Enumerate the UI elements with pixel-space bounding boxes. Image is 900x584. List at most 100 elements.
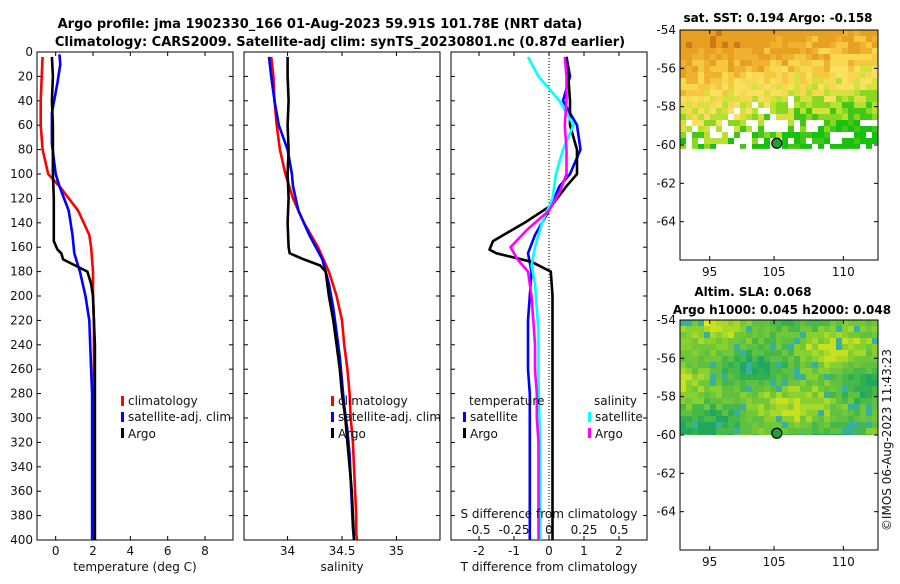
heatmap-cell <box>710 114 716 120</box>
heatmap-cell <box>752 416 758 422</box>
heatmap-cell <box>686 84 692 90</box>
heatmap-cell <box>728 368 734 374</box>
heatmap-cell <box>716 120 722 126</box>
heatmap-cell <box>848 392 854 398</box>
heatmap-cell <box>794 374 800 380</box>
heatmap-cell <box>698 404 704 410</box>
heatmap-cell <box>770 108 776 114</box>
heatmap-cell <box>752 356 758 362</box>
heatmap-cell <box>824 78 830 84</box>
heatmap-cell <box>794 108 800 114</box>
heatmap-cell <box>800 380 806 386</box>
heatmap-cell <box>848 380 854 386</box>
heatmap-cell <box>806 350 812 356</box>
heatmap-cell <box>746 84 752 90</box>
heatmap-cell <box>818 428 824 434</box>
heatmap-cell <box>746 132 752 138</box>
heatmap-cell <box>788 326 794 332</box>
heatmap-cell <box>680 398 686 404</box>
heatmap-cell <box>812 356 818 362</box>
heatmap-cell <box>854 338 860 344</box>
heatmap-cell <box>722 404 728 410</box>
heatmap-cell <box>824 332 830 338</box>
heatmap-cell <box>812 108 818 114</box>
heatmap-cell <box>698 344 704 350</box>
heatmap-cell <box>758 380 764 386</box>
heatmap-cell <box>776 404 782 410</box>
heatmap-cell <box>782 42 788 48</box>
heatmap-cell <box>854 392 860 398</box>
heatmap-cell <box>782 392 788 398</box>
heatmap-cell <box>764 344 770 350</box>
heatmap-cell <box>782 90 788 96</box>
legend-swatch-climatology <box>331 396 334 406</box>
heatmap-cell <box>746 66 752 72</box>
heatmap-cell <box>842 138 848 144</box>
heatmap-cell <box>704 90 710 96</box>
heatmap-cell <box>758 36 764 42</box>
heatmap-cell <box>818 332 824 338</box>
heatmap-cell <box>680 332 686 338</box>
heatmap-cell <box>812 374 818 380</box>
difference-y-ticks <box>451 51 647 541</box>
heatmap-cell <box>794 428 800 434</box>
heatmap-cell <box>740 374 746 380</box>
heatmap-cell <box>788 416 794 422</box>
legend-label-climatology: climatology <box>128 394 198 408</box>
heatmap-cell <box>680 126 686 132</box>
heatmap-cell <box>854 90 860 96</box>
heatmap-cell <box>824 422 830 428</box>
heatmap-cell <box>872 36 878 42</box>
legend-label-t-argo: Argo <box>470 427 498 441</box>
y-tick-label: -62 <box>656 466 676 480</box>
heatmap-cell <box>704 368 710 374</box>
heatmap-cell <box>836 54 842 60</box>
heatmap-cell <box>716 398 722 404</box>
heatmap-cell <box>830 72 836 78</box>
heatmap-cell <box>788 66 794 72</box>
s-tick-label: -0.25 <box>498 523 529 537</box>
heatmap-cell <box>872 102 878 108</box>
heatmap-cell <box>722 368 728 374</box>
heatmap-cell <box>704 392 710 398</box>
heatmap-cell <box>782 398 788 404</box>
heatmap-cell <box>788 350 794 356</box>
heatmap-cell <box>836 72 842 78</box>
sst-map-title: sat. SST: 0.194 Argo: -0.158 <box>683 11 872 25</box>
heatmap-cell <box>770 72 776 78</box>
heatmap-cell <box>782 60 788 66</box>
heatmap-cell <box>836 114 842 120</box>
heatmap-cell <box>812 30 818 36</box>
heatmap-cell <box>728 428 734 434</box>
heatmap-cell <box>692 380 698 386</box>
heatmap-cell <box>806 410 812 416</box>
heatmap-cell <box>770 114 776 120</box>
heatmap-cell <box>836 344 842 350</box>
x-tick-label: 2 <box>89 544 97 558</box>
heatmap-cell <box>746 108 752 114</box>
heatmap-cell <box>872 368 878 374</box>
heatmap-cell <box>734 356 740 362</box>
heatmap-cell <box>734 78 740 84</box>
heatmap-cell <box>698 374 704 380</box>
heatmap-cell <box>836 48 842 54</box>
heatmap-cell <box>740 326 746 332</box>
heatmap-cell <box>716 36 722 42</box>
heatmap-cell <box>758 338 764 344</box>
heatmap-cell <box>734 84 740 90</box>
heatmap-cell <box>764 386 770 392</box>
heatmap-cell <box>818 386 824 392</box>
heatmap-cell <box>818 42 824 48</box>
y-tick-label: 300 <box>10 411 33 425</box>
heatmap-cell <box>710 90 716 96</box>
heatmap-cell <box>704 30 710 36</box>
heatmap-cell <box>854 332 860 338</box>
heatmap-cell <box>848 356 854 362</box>
heatmap-cell <box>752 144 758 149</box>
heatmap-cell <box>680 42 686 48</box>
heatmap-cell <box>794 54 800 60</box>
heatmap-cell <box>698 410 704 416</box>
x-tick-label: 105 <box>763 265 786 279</box>
heatmap-cell <box>764 362 770 368</box>
x-tick-label: 6 <box>164 544 172 558</box>
